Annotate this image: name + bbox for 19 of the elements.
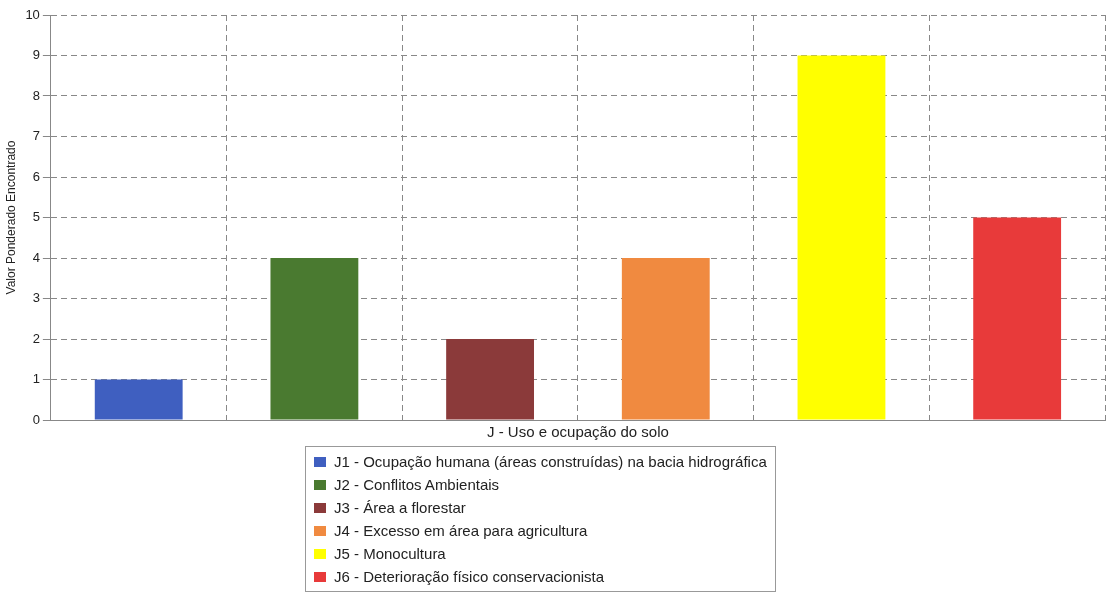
- y-tick-label: 1: [32, 371, 40, 387]
- legend-label: J6 - Deterioração físico conservacionista: [334, 567, 605, 587]
- y-tick-label: 2: [32, 330, 40, 346]
- x-axis-title: J - Uso e ocupação do solo: [487, 423, 669, 441]
- legend-label: J4 - Excesso em área para agricultura: [334, 521, 588, 541]
- y-tick-label: 8: [32, 87, 40, 103]
- y-tick-label: 10: [25, 6, 40, 22]
- legend-label: J1 - Ocupação humana (áreas construídas) na bacia hidrográfica: [334, 452, 767, 472]
- y-tick-label: 5: [32, 209, 40, 225]
- y-tick-label: 9: [32, 47, 40, 63]
- y-tick-label: 4: [32, 249, 40, 265]
- y-tick-label: 0: [32, 411, 40, 427]
- y-tick-label: 3: [32, 290, 40, 306]
- legend-label: J5 - Monocultura: [334, 544, 446, 564]
- legend-label: J3 - Área a florestar: [334, 498, 466, 518]
- y-tick-label: 7: [32, 128, 40, 144]
- y-axis-title: Valor Ponderado Encontrado: [3, 140, 18, 295]
- legend-label: J2 - Conflitos Ambientais: [334, 475, 500, 495]
- y-tick-label: 6: [32, 168, 40, 184]
